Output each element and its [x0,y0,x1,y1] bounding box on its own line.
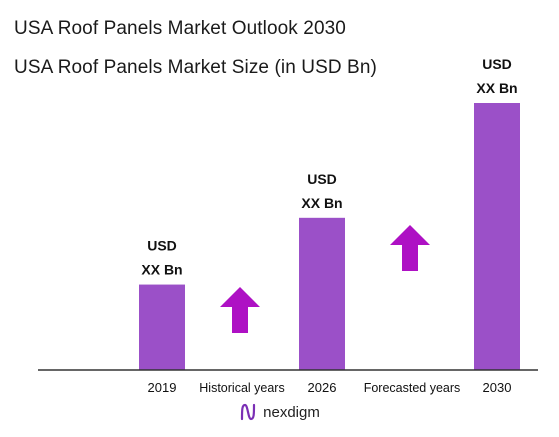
bar-data-label: USD [147,238,177,254]
labels-layer: USD XX Bn 2019 USD XX Bn 2026 USD XX Bn 2030 Hist… [141,56,517,395]
growth-arrow-icon [220,287,260,333]
growth-arrow-icon [390,225,430,271]
bar-2019 [139,284,185,370]
bar-data-label: USD [307,171,337,187]
bar-data-label: XX Bn [476,80,517,96]
bars-layer [139,103,520,370]
x-tick-label: 2019 [148,380,177,395]
period-label: Forecasted years [364,381,461,395]
page-title: USA Roof Panels Market Outlook 2030 [14,18,346,39]
x-tick-label: 2026 [308,380,337,395]
chart-subtitle: USA Roof Panels Market Size (in USD Bn) [14,57,377,78]
bar-data-label: XX Bn [141,262,182,278]
bar-data-label: USD [482,56,512,72]
nexdigm-logo-icon [241,403,256,421]
growth-arrows-layer [220,225,430,333]
bar-2030 [474,103,520,370]
brand-name: nexdigm [263,403,320,421]
x-tick-label: 2030 [483,380,512,395]
brand-footer: nexdigm [0,402,559,422]
period-label: Historical years [199,381,284,395]
bar-data-label: XX Bn [301,195,342,211]
bar-2026 [299,217,345,370]
